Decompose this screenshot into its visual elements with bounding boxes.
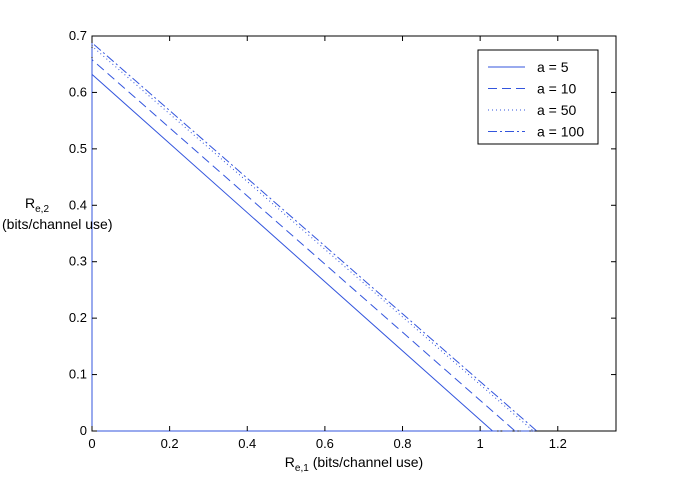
x-tick-label: 0.4	[238, 436, 256, 451]
series-layer	[91, 41, 539, 432]
svg-text:Re,1 (bits/channel use): Re,1 (bits/channel use)	[285, 454, 423, 474]
x-axis-label-main: R	[285, 454, 295, 470]
x-axis-label: Re,1 (bits/channel use)	[285, 454, 423, 474]
x-axis-label-rest: (bits/channel use)	[309, 454, 423, 470]
x-tick-label: 0.6	[316, 436, 334, 451]
x-tick-label: 1	[477, 436, 484, 451]
y-tick-label: 0.7	[69, 28, 87, 43]
legend-label-4: a = 100	[537, 124, 584, 140]
x-axis-label-sub: e,1	[295, 463, 309, 474]
legend-label-1: a = 5	[537, 59, 569, 75]
legend-entries: a = 5 a = 10 a = 50 a = 100	[488, 59, 584, 140]
y-tick-label: 0.3	[69, 254, 87, 269]
y-tick-label: 0.1	[69, 367, 87, 382]
y-tick-label: 0.4	[69, 197, 87, 212]
y-axis-label-main: R	[25, 195, 35, 211]
ticks-layer: 0 0.2 0.4 0.6 0.8 1 1.2 0 0.1 0.2 0.3 0.4 0.5 0.6 0.7	[69, 28, 616, 451]
y-axis-label-line2: (bits/channel use)	[2, 216, 113, 232]
y-axis-label-sub: e,2	[35, 204, 49, 215]
y-axis-label: Re,2 (bits/channel use)	[2, 195, 113, 232]
series-line-4	[91, 41, 539, 432]
x-tick-label: 0	[88, 436, 95, 451]
x-tick-label: 1.2	[549, 436, 567, 451]
x-tick-label: 0.8	[393, 436, 411, 451]
svg-text:Re,2: Re,2	[25, 195, 49, 215]
series-line-2	[91, 58, 517, 432]
legend-box	[477, 49, 599, 145]
legend-label-3: a = 50	[537, 102, 577, 118]
x-tick-label: 0.2	[161, 436, 179, 451]
y-tick-label: 0.6	[69, 84, 87, 99]
legend: a = 5 a = 10 a = 50 a = 100	[477, 49, 599, 145]
y-tick-label: 0.5	[69, 141, 87, 156]
y-tick-label: 0	[80, 423, 87, 438]
legend-label-2: a = 10	[537, 81, 577, 97]
y-tick-label: 0.2	[69, 310, 87, 325]
